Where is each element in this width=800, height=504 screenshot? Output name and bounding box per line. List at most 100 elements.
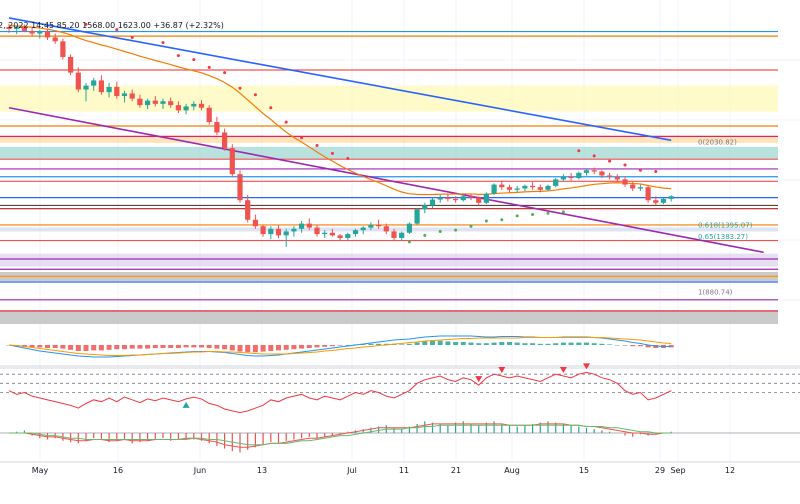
rsi-sell-signal-2 [559,367,567,373]
macd-hist-32 [252,345,258,353]
macd-hist-69 [537,343,543,345]
candle-body-28 [222,132,228,149]
macd-hist-81 [630,345,636,347]
x-tick-label-5: 11 [399,466,409,475]
macd-hist-75 [584,342,589,345]
candle-body-41 [322,232,328,235]
candle-body-82 [637,187,643,189]
candle-body-67 [522,185,528,189]
macd-hist-36 [283,345,289,350]
psar-green-10 [561,210,565,214]
macd-hist-2 [21,345,27,347]
candle-body-80 [622,179,628,185]
macd-hist-42 [329,345,335,347]
psar-red-3 [161,41,165,45]
psar-green-5 [484,219,488,223]
macd-hist-9 [75,345,81,351]
candle-body-1 [14,27,20,29]
candle-body-78 [607,175,613,177]
macd-hist-66 [514,342,520,345]
macd-hist-40 [314,345,320,348]
candle-body-29 [229,148,235,175]
macd-hist-4 [37,345,43,348]
macd-hist-7 [60,345,66,349]
psar-green-2 [438,229,442,233]
macd-hist-55 [430,340,435,345]
macd-hist-46 [360,344,366,345]
candle-body-31 [245,200,251,220]
candle-body-42 [329,232,335,236]
candle-body-54 [422,205,428,210]
candle-body-22 [175,105,181,111]
candle-body-50 [391,231,397,238]
psar-red-4 [176,54,180,58]
macd-hist-57 [445,341,451,345]
macd-hist-16 [129,345,135,349]
macd-hist-12 [98,345,104,351]
candle-body-72 [560,176,566,180]
psar-red-21 [654,170,658,174]
macd-hist-15 [122,345,127,350]
macd-hist-10 [83,345,89,351]
candle-body-66 [514,188,520,190]
candle-body-7 [60,41,66,57]
psar-red-19 [623,163,627,167]
macd-hist-77 [599,343,605,345]
macd-hist-52 [406,343,412,345]
macd-hist-51 [399,344,405,345]
psar-red-7 [223,71,227,75]
psar-green-1 [423,233,427,237]
candle-body-11 [91,80,97,86]
candle-body-39 [306,223,312,228]
psar-red-6 [207,65,211,69]
candle-body-3 [29,30,35,34]
candle-body-61 [476,197,482,203]
candle-body-58 [453,198,459,201]
psar-green-6 [500,218,504,222]
psar-layer [84,22,658,244]
macd-hist-50 [391,344,397,345]
macd-hist-43 [337,345,343,346]
candle-body-69 [537,187,543,190]
candle-body-13 [106,86,112,93]
zone-3 [0,227,778,232]
candle-body-45 [352,230,359,235]
x-tick-label-1: 16 [113,466,123,475]
candle-body-71 [553,179,559,186]
candle-body-37 [291,228,297,232]
candle-body-56 [437,197,443,200]
macd-hist-48 [376,343,382,345]
psar-red-11 [284,120,288,124]
macd-hist-58 [453,342,459,345]
candle-body-2 [21,27,27,31]
psar-red-13 [315,144,319,148]
psar-red-5 [192,58,196,62]
candle-body-30 [237,174,243,201]
candle-body-14 [114,86,120,97]
candle-body-6 [52,37,58,42]
zone-4 [0,253,778,267]
annotations-layer: 0(2030.82) 0.618(1395.07) 0.65(1383.27) 1(8… [698,139,753,297]
x-tick-label-8: 15 [579,466,589,475]
macd-hist-25 [199,345,204,348]
rsi-sell-signal-3 [583,363,590,370]
macd-hist-61 [476,343,482,345]
macd-hist-44 [345,345,351,346]
candle-body-26 [206,107,212,123]
oscillator-pane [0,421,800,453]
x-tick-label-11: 12 [725,466,735,475]
psar-green-8 [531,213,535,217]
candle-body-51 [399,232,405,238]
ema-layer [8,25,672,196]
candle-body-12 [98,80,104,93]
macd-hist-37 [291,345,297,350]
psar-red-15 [346,157,350,161]
macd-hist-80 [622,345,628,346]
candle-body-55 [429,199,436,206]
macd-hist-64 [499,342,505,345]
psar-red-20 [638,168,642,172]
ema-line [8,25,672,196]
macd-hist-3 [29,345,35,348]
macd-hist-72 [560,342,566,345]
